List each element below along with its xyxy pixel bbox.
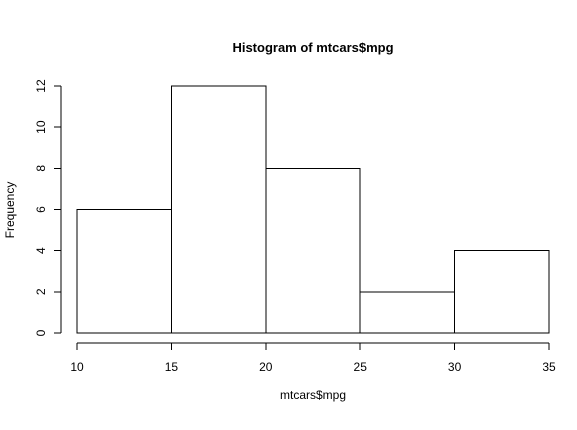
histogram-bar [76, 209, 172, 334]
y-tick-label: 12 [34, 79, 48, 93]
x-tick-label: 10 [70, 360, 84, 374]
y-tick-label: 2 [34, 288, 48, 295]
x-tick-label: 25 [354, 360, 368, 374]
histogram-bar [265, 167, 361, 334]
x-tick-label: 15 [165, 360, 179, 374]
histogram-bar [170, 85, 267, 334]
y-tick-label: 0 [34, 329, 48, 336]
chart-title: Histogram of mtcars$mpg [232, 40, 393, 55]
y-tick-label: 8 [34, 165, 48, 172]
histogram-bar [359, 291, 456, 334]
y-tick-label: 4 [34, 247, 48, 254]
y-axis: 0 2 4 6 8 10 12 [34, 79, 62, 336]
y-tick-label: 10 [34, 120, 48, 134]
x-axis-label: mtcars$mpg [280, 388, 346, 402]
x-tick-label: 30 [448, 360, 462, 374]
x-tick-label: 35 [542, 360, 556, 374]
x-axis: 10 15 20 25 30 35 [70, 342, 556, 374]
y-axis-label: Frequency [3, 182, 17, 239]
y-tick-label: 6 [34, 206, 48, 213]
histogram-bar [454, 250, 550, 334]
x-tick-label: 20 [259, 360, 273, 374]
bars-layer [76, 85, 550, 334]
